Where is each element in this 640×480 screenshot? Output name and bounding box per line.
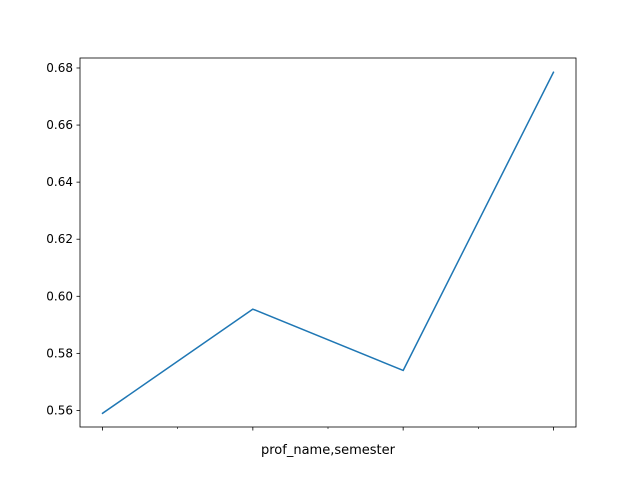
plot-area xyxy=(101,71,555,415)
y-tick-label: 0.56 xyxy=(46,403,73,417)
y-tick-label: 0.62 xyxy=(46,232,73,246)
x-axis-label: prof_name,semester xyxy=(261,443,396,458)
series-line-0 xyxy=(101,71,555,415)
axes-frame xyxy=(79,57,577,428)
axes-ticks: 0.56 0.58 0.60 0.62 0.64 0.66 0.68 xyxy=(46,57,577,431)
y-tick-label: 0.68 xyxy=(46,61,73,75)
y-tick-label: 0.60 xyxy=(46,289,73,303)
y-tick-label: 0.66 xyxy=(46,118,73,132)
y-tick-label: 0.64 xyxy=(46,175,73,189)
y-tick-label: 0.58 xyxy=(46,346,73,360)
